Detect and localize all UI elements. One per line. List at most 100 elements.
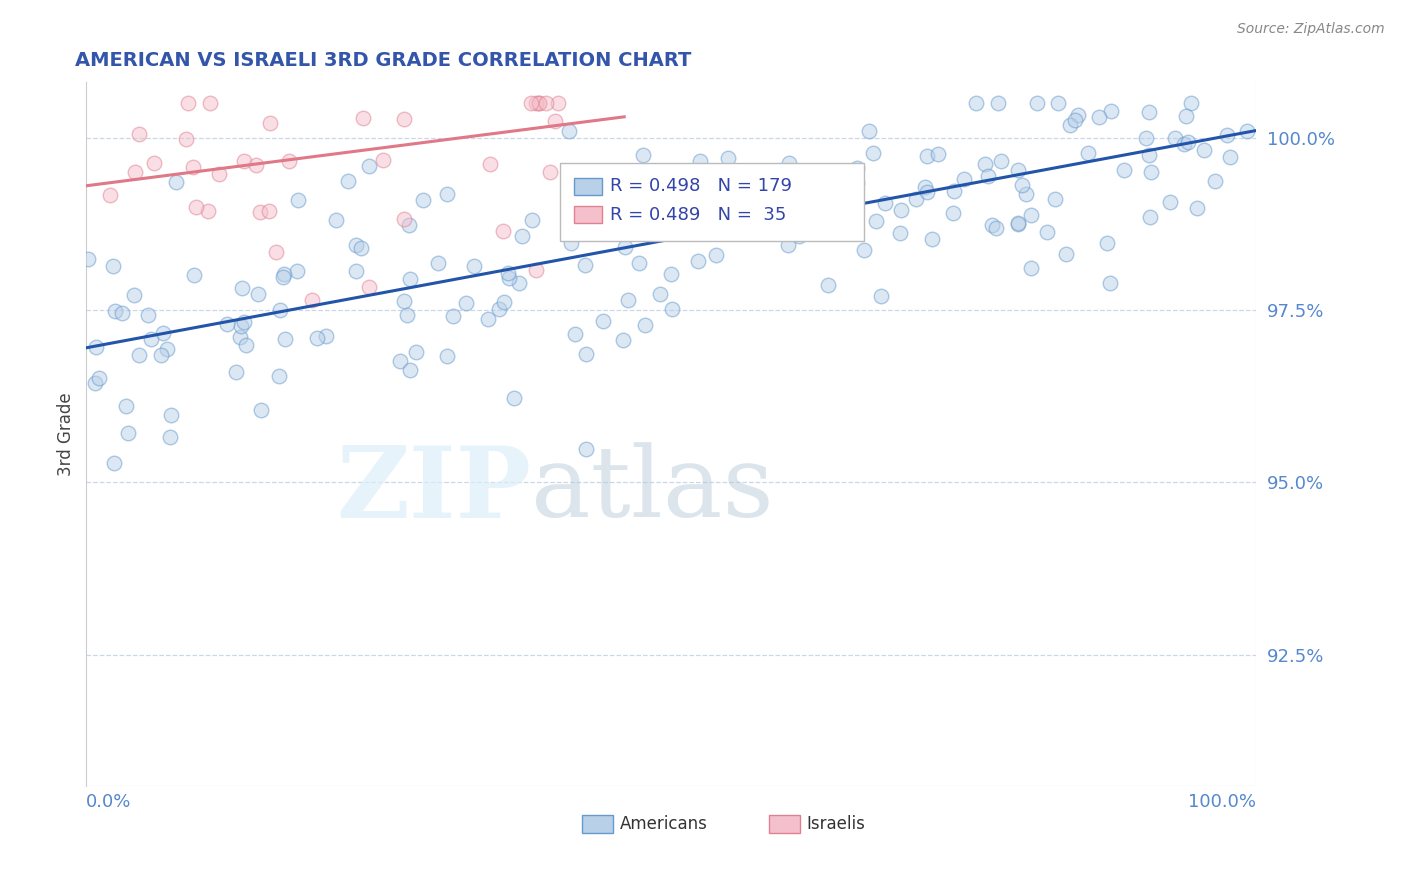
Point [398,218,420,232]
Point [717,151,740,165]
Point [519,96,541,111]
Point [686,169,709,184]
Point [183,268,205,283]
Point [463,259,485,273]
Point [503,391,526,405]
Point [198,96,221,111]
Point [479,157,502,171]
Point [1046,96,1069,111]
FancyBboxPatch shape [574,178,602,194]
Point [436,350,458,364]
Point [1067,108,1090,122]
Point [524,96,547,111]
Point [865,213,887,227]
Point [301,293,323,307]
Point [510,229,533,244]
Point [846,176,869,190]
Point [344,238,367,252]
Point [1011,178,1033,192]
Point [817,277,839,292]
Point [688,222,710,236]
Point [605,201,627,215]
Point [745,191,768,205]
Text: Israelis: Israelis [807,815,866,833]
Point [776,238,799,252]
Point [264,245,287,260]
Point [1007,216,1029,230]
Point [1099,276,1122,290]
Point [765,169,787,183]
FancyBboxPatch shape [582,815,613,833]
Point [357,280,380,294]
Point [612,188,634,202]
Point [228,330,250,344]
Point [965,96,987,111]
Point [245,158,267,172]
Point [627,256,650,270]
Point [889,227,911,241]
Point [217,317,239,331]
Point [778,156,800,170]
Point [1204,174,1226,188]
Point [686,224,709,238]
Point [617,293,640,307]
Point [399,272,422,286]
Point [547,96,569,111]
Point [103,259,125,273]
Point [914,180,936,194]
Point [235,338,257,352]
Point [1187,201,1209,215]
Point [1164,131,1187,145]
Point [285,264,308,278]
Point [1101,104,1123,119]
Point [538,165,561,179]
Point [357,159,380,173]
Point [273,267,295,281]
Point [498,271,520,285]
Point [697,171,720,186]
Point [344,263,367,277]
Point [1054,247,1077,261]
Point [520,212,543,227]
Point [1177,135,1199,149]
Point [398,363,420,377]
Point [890,202,912,217]
Point [1139,104,1161,119]
Point [990,153,1012,168]
Point [443,310,465,324]
Point [599,169,621,184]
Point [529,96,551,111]
Point [197,203,219,218]
Point [114,400,136,414]
Point [152,326,174,341]
Point [1088,110,1111,124]
Point [141,332,163,346]
Point [564,326,586,341]
Point [1159,195,1181,210]
Point [534,96,557,111]
Point [232,315,254,329]
Point [574,259,596,273]
Point [1035,225,1057,239]
Point [1007,162,1029,177]
Point [1019,261,1042,276]
Point [560,219,582,234]
Text: 100.0%: 100.0% [1188,792,1256,811]
Point [768,200,790,214]
Point [1173,137,1195,152]
Point [575,347,598,361]
Point [84,339,107,353]
Point [952,172,974,186]
Point [650,286,672,301]
Point [128,127,150,141]
Point [786,227,808,241]
Point [1019,208,1042,222]
Point [477,312,499,326]
Point [98,188,121,202]
Point [986,221,1008,235]
Point [124,165,146,179]
Point [718,214,741,228]
Point [592,313,614,327]
Point [315,328,337,343]
Text: atlas: atlas [530,442,773,538]
